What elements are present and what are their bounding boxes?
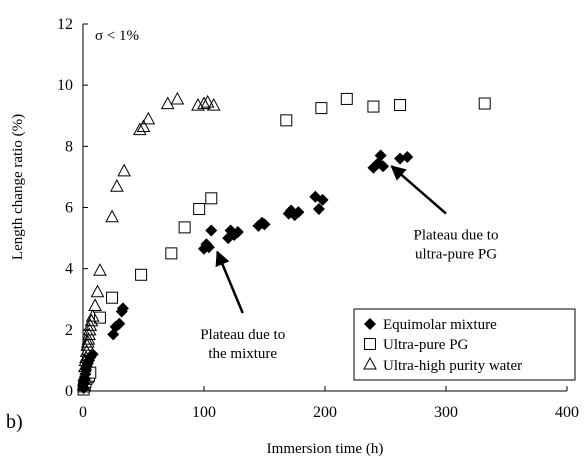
y-tick-label: 2 (65, 322, 73, 339)
x-tick-label: 200 (313, 404, 337, 421)
data-point-equimolar (401, 151, 414, 164)
legend-label: Ultra-pure PG (383, 337, 469, 353)
legend-label: Equimolar mixture (383, 317, 497, 333)
data-point-ultra-pure-pg (106, 291, 119, 304)
data-point-ultra-pure-pg (478, 97, 491, 110)
data-point-ultra-high-purity-water (82, 322, 97, 336)
y-axis-label: Length change ratio (%) (10, 114, 26, 260)
data-point-equimolar (113, 317, 126, 330)
data-point-ultra-pure-pg (315, 102, 328, 115)
data-point-equimolar (231, 225, 244, 238)
data-point-ultra-high-purity-water (200, 94, 215, 108)
legend-label: Ultra-high purity water (383, 358, 522, 374)
legend-item-equimolar: Equimolar mixture (364, 317, 497, 333)
data-point-equimolar (86, 348, 99, 361)
legend-square-marker (364, 338, 376, 350)
data-point-ultra-high-purity-water (170, 91, 185, 105)
x-tick-label: 0 (79, 404, 87, 421)
data-point-ultra-pure-pg (178, 221, 191, 234)
y-tick-label: 0 (65, 383, 73, 400)
data-point-ultra-high-purity-water (191, 97, 205, 111)
data-point-ultra-high-purity-water (133, 122, 147, 136)
data-point-equimolar (374, 149, 387, 162)
x-tick-label: 300 (434, 404, 458, 421)
data-point-equimolar (116, 302, 129, 315)
annotation-arrow (215, 250, 244, 314)
panel-label: b) (6, 411, 23, 433)
y-tick-label: 4 (65, 261, 73, 278)
data-point-ultra-high-purity-water (84, 313, 99, 327)
annotation-text: Plateau due to (414, 228, 499, 244)
data-point-ultra-high-purity-water (206, 97, 221, 111)
axes: 0 2 4 6 8 10 12 0 100 200 300 400 (57, 16, 579, 421)
annotation-text: ultra-pure PG (415, 247, 497, 263)
data-point-ultra-high-purity-water (83, 318, 98, 331)
x-tick-label: 400 (555, 404, 579, 421)
data-point-ultra-pure-pg (340, 92, 353, 105)
data-point-ultra-pure-pg (93, 311, 106, 324)
data-point-ultra-high-purity-water (197, 96, 211, 110)
annotation-text: the mixture (208, 346, 277, 362)
data-point-ultra-pure-pg (205, 192, 218, 205)
data-point-ultra-high-purity-water (81, 331, 96, 345)
data-point-ultra-high-purity-water (141, 111, 156, 125)
annotation-text: Plateau due to (200, 327, 285, 343)
legend-item-ultra-high-purity-water: Ultra-high purity water (363, 356, 522, 374)
data-point-ultra-pure-pg (165, 247, 178, 260)
legend-diamond-marker (364, 318, 376, 330)
data-point-ultra-pure-pg (135, 268, 148, 281)
x-tick-label: 100 (192, 404, 216, 421)
data-points (76, 91, 491, 396)
x-axis-label: Immersion time (h) (267, 441, 384, 457)
data-point-ultra-high-purity-water (93, 263, 107, 276)
data-point-ultra-high-purity-water (90, 284, 105, 298)
data-point-ultra-high-purity-water (105, 209, 119, 223)
data-point-ultra-pure-pg (280, 114, 293, 127)
data-point-ultra-pure-pg (394, 99, 407, 112)
legend-triangle-marker (363, 356, 377, 370)
data-point-equimolar (377, 160, 390, 173)
sigma-annotation: σ < 1% (95, 28, 139, 44)
data-point-ultra-high-purity-water (88, 298, 102, 311)
y-tick-label: 8 (65, 138, 73, 155)
data-point-ultra-high-purity-water (160, 96, 175, 110)
legend-item-ultra-pure-pg: Ultra-pure PG (364, 337, 469, 353)
data-point-ultra-high-purity-water (85, 309, 100, 322)
data-point-ultra-pure-pg (193, 203, 206, 216)
y-tick-label: 12 (57, 16, 73, 33)
data-point-ultra-high-purity-water (117, 163, 131, 177)
data-point-equimolar (292, 206, 305, 219)
data-point-equimolar (316, 193, 329, 206)
data-point-equimolar (202, 241, 215, 254)
data-point-equimolar (258, 218, 271, 231)
y-tick-label: 10 (57, 77, 73, 94)
data-point-ultra-high-purity-water (80, 338, 95, 351)
data-point-ultra-high-purity-water (82, 327, 96, 341)
data-point-ultra-high-purity-water (110, 179, 124, 192)
annotations: Plateau due to the mixture Plateau due to u… (200, 165, 499, 362)
data-point-ultra-pure-pg (367, 100, 380, 113)
data-point-equimolar (205, 224, 218, 237)
data-point-ultra-high-purity-water (81, 335, 95, 348)
y-tick-label: 6 (65, 200, 73, 217)
legend-box (353, 308, 576, 381)
legend: Equimolar mixture Ultra-pure PG Ultra-hi… (353, 308, 576, 381)
data-point-ultra-high-purity-water (136, 119, 151, 133)
data-point-equimolar (312, 203, 325, 216)
annotation-arrow (390, 165, 447, 215)
